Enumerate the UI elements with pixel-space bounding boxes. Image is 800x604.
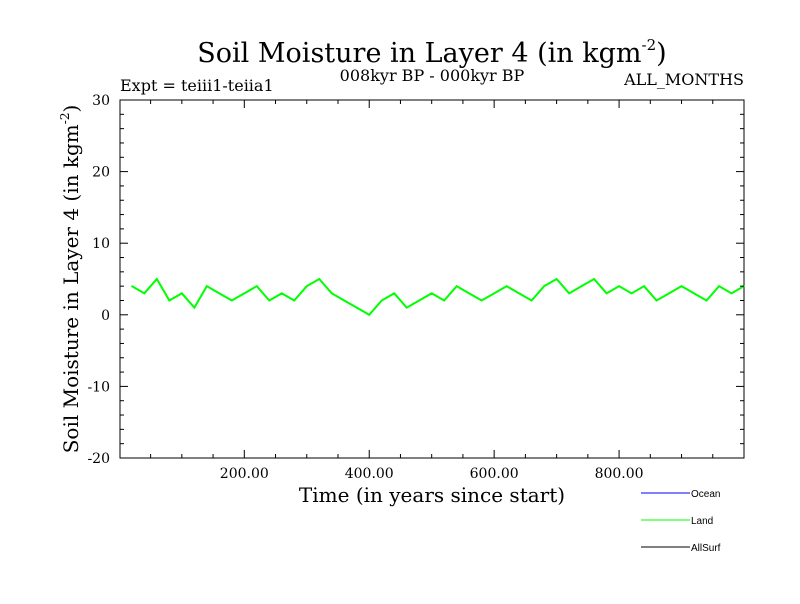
data-point (168, 299, 171, 302)
data-point (605, 292, 608, 295)
data-point (418, 299, 420, 302)
legend-ocean-label: Ocean (691, 489, 720, 500)
data-point (655, 299, 658, 302)
data-point (443, 299, 445, 302)
data-point (543, 285, 545, 287)
y-tick-label: 20 (92, 165, 110, 181)
data-point (343, 299, 346, 302)
data-point (131, 285, 133, 287)
plot-frame (119, 99, 745, 459)
chart-title: Soil Moisture in Layer 4 (in kgm-2) (197, 36, 666, 69)
tick-labels-layer: -20 -10 0 10 20 30 200.00 400.00 600.00 800.00 (87, 93, 643, 482)
data-point (193, 306, 196, 309)
data-point (730, 292, 733, 295)
data-point (393, 292, 396, 295)
x-tick-label: 400.00 (345, 466, 394, 482)
data-point (430, 292, 433, 295)
data-point (555, 278, 558, 280)
data-point (693, 292, 695, 295)
data-point (355, 306, 358, 309)
data-point (668, 292, 670, 295)
x-tick-label: 800.00 (595, 466, 644, 482)
series-layer (131, 277, 745, 317)
data-point (305, 285, 308, 287)
data-point (643, 285, 645, 287)
legend-land-label: Land (691, 516, 713, 527)
data-point (455, 285, 458, 287)
data-point (480, 299, 483, 302)
data-point (181, 292, 183, 295)
data-point (593, 278, 595, 280)
data-point (680, 285, 683, 287)
data-point (368, 314, 371, 316)
y-tick-label: 10 (92, 236, 110, 252)
experiment-label: Expt = teiii1-teiia1 (120, 76, 274, 95)
y-tick-label: -20 (87, 451, 110, 467)
x-axis-label: Time (in years since start) (299, 483, 565, 507)
ticks-layer (120, 99, 744, 459)
data-point (243, 292, 246, 295)
data-point (468, 292, 470, 295)
data-point (518, 292, 520, 295)
data-point (143, 292, 146, 295)
data-point (405, 306, 408, 309)
data-point (630, 292, 633, 295)
y-tick-label: 30 (92, 93, 110, 109)
data-point (318, 278, 321, 280)
y-tick-label: 0 (101, 308, 110, 324)
data-point (280, 292, 283, 295)
data-point (206, 285, 208, 287)
data-point (218, 292, 221, 295)
months-label: ALL_MONTHS (623, 70, 744, 89)
data-point (705, 299, 708, 302)
legend: Ocean Land AllSurf (641, 489, 721, 554)
x-tick-label: 200.00 (220, 466, 269, 482)
data-point (505, 285, 508, 287)
x-tick-label: 600.00 (470, 466, 519, 482)
period-label: 008kyr BP - 000kyr BP (340, 66, 525, 85)
plot-area: -20 -10 0 10 20 30 200.00 400.00 600.00 800.00 (87, 93, 745, 482)
data-point (530, 299, 533, 302)
data-point (718, 285, 720, 287)
data-point (380, 299, 383, 302)
y-axis-label: Soil Moisture in Layer 4 (in kgm-2) (58, 105, 83, 454)
y-tick-label: -10 (87, 379, 110, 395)
data-point (618, 285, 620, 287)
series-line-land (131, 277, 745, 317)
legend-allsurf-label: AllSurf (691, 543, 721, 554)
data-point (268, 299, 271, 302)
data-point (231, 299, 233, 302)
data-point (293, 299, 296, 302)
data-point (255, 285, 258, 287)
data-point (568, 292, 570, 295)
data-point (580, 285, 583, 287)
data-point (156, 278, 158, 280)
data-point (493, 292, 495, 295)
data-point (330, 292, 333, 295)
